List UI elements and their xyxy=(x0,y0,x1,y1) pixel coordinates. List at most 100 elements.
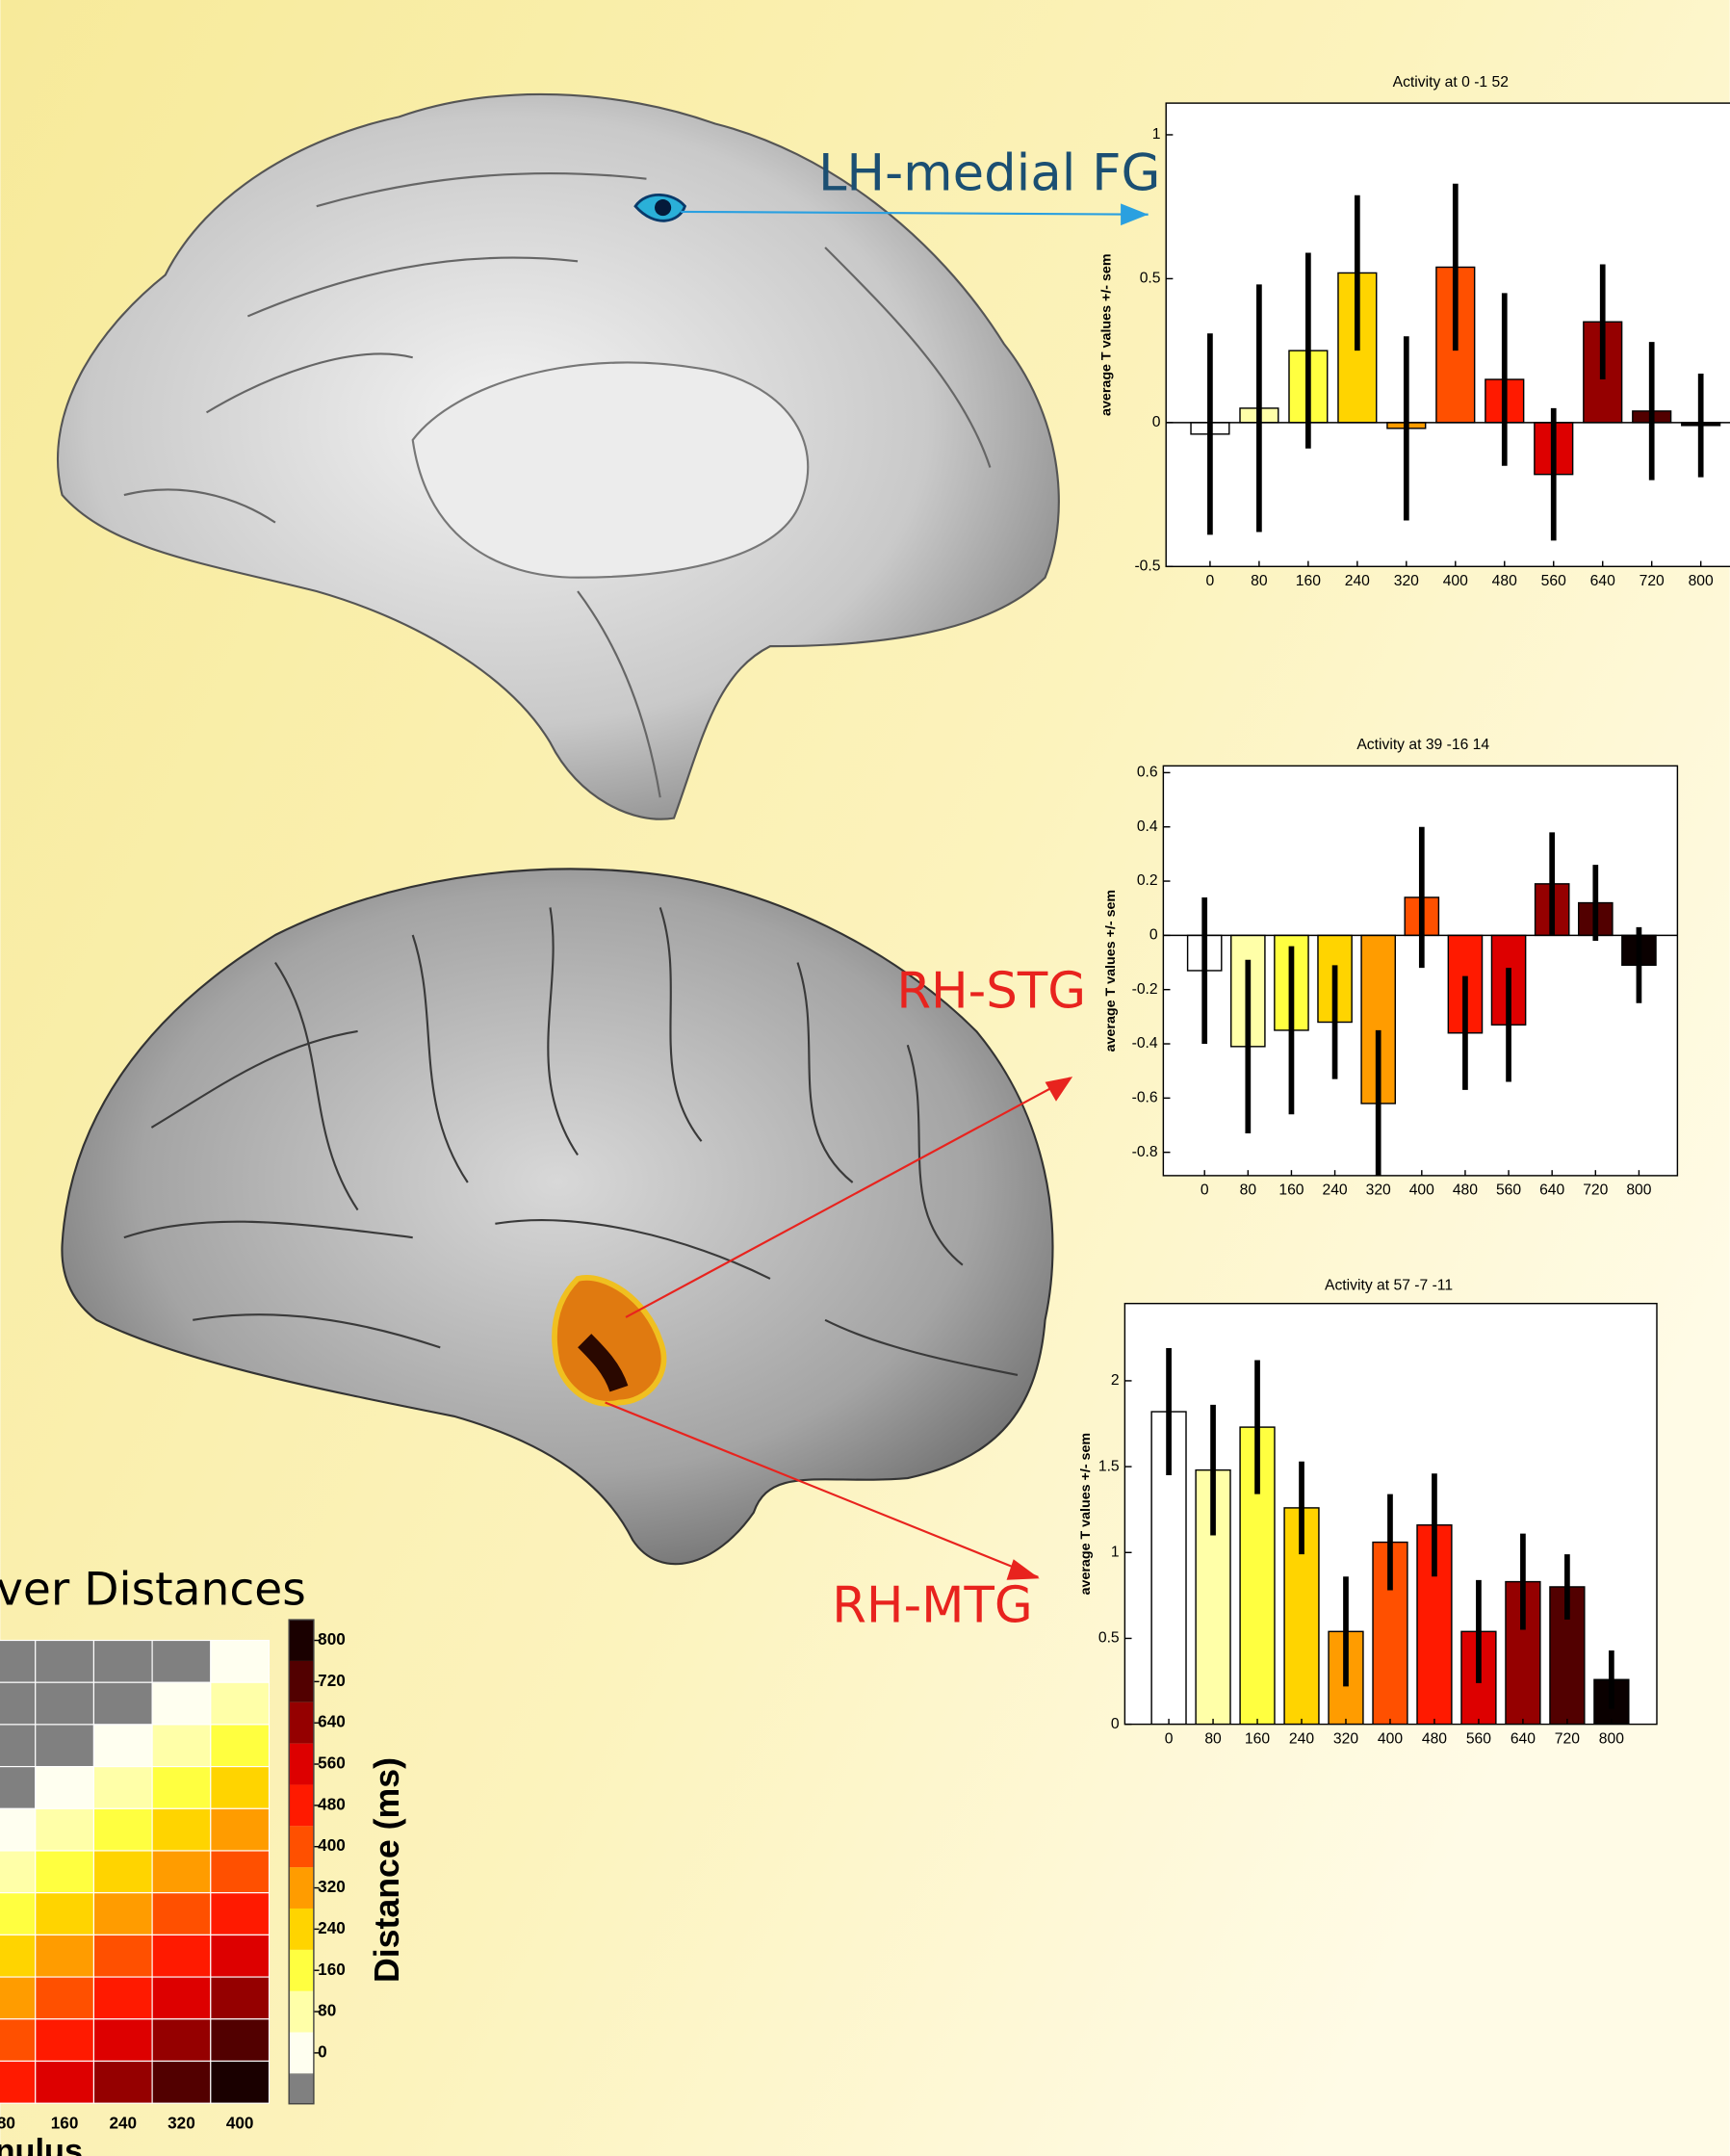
heatmap-cell xyxy=(0,2018,37,2063)
x-tick-label: 320 xyxy=(1394,573,1419,589)
annotation: LH-medial FG xyxy=(818,143,1161,202)
arrow-head xyxy=(1045,1077,1073,1102)
colorbar-tick-label: 800 xyxy=(318,1629,346,1649)
marks xyxy=(1190,183,1721,541)
x-tick-label: 640 xyxy=(1511,1730,1536,1747)
x-tick-label: 240 xyxy=(1322,1182,1347,1199)
y-tick-label: -0.8 xyxy=(1132,1144,1158,1160)
brain-medial xyxy=(57,92,1060,820)
y-axis-label: average T values +/- sem xyxy=(1078,1433,1094,1596)
x-tick-label: 640 xyxy=(1590,573,1615,589)
x-tick-label: 0 xyxy=(1206,573,1215,589)
x-tick-label: 160 xyxy=(1296,573,1321,589)
bar-chart: Activity at 57 -7 -11 average T values +/… xyxy=(1078,1277,1658,1747)
heatmap-cell xyxy=(210,1639,271,1683)
arrow xyxy=(625,1077,1071,1318)
x-tick-label: 800 xyxy=(1689,573,1714,589)
heatmap-cell xyxy=(151,1807,212,1852)
x-tick-label: 640 xyxy=(1539,1182,1564,1199)
marks xyxy=(1150,1348,1630,1725)
colorbar-tick-label: 80 xyxy=(318,2001,336,2020)
x-tick-label: 400 xyxy=(1409,1182,1434,1199)
colorbar-tick-label: 400 xyxy=(318,1835,346,1855)
missing-cell xyxy=(0,1681,37,1726)
colorbar-tick-label: 720 xyxy=(318,1671,346,1690)
x-tick-label: 800 xyxy=(1599,1730,1624,1747)
x-tick-label: 320 xyxy=(1366,1182,1391,1199)
colorbar-segment xyxy=(289,1784,314,1827)
arrow xyxy=(681,210,1149,216)
x-tick-label: 560 xyxy=(1466,1730,1491,1747)
heatmap-cell xyxy=(35,1850,95,1894)
heatmap-cell xyxy=(0,1976,37,2020)
colorbar-segment xyxy=(289,2032,314,2074)
x-tick-label: 160 xyxy=(51,2114,79,2133)
axes-box xyxy=(1165,102,1730,568)
heatmap-cell xyxy=(151,1934,212,1978)
colorbar-frame xyxy=(288,1619,315,2105)
y-tick-label: -0.6 xyxy=(1132,1089,1158,1105)
arrow-head xyxy=(1121,203,1149,226)
y-tick-label: 1 xyxy=(1111,1544,1120,1560)
axes-box xyxy=(1162,765,1679,1177)
x-tick-label: 240 xyxy=(109,2114,137,2133)
x-tick-label: 720 xyxy=(1555,1730,1580,1747)
heatmap-cell xyxy=(0,1807,37,1852)
colorbar-tick-label: 480 xyxy=(318,1794,346,1813)
x-tick-label: 720 xyxy=(1640,573,1665,589)
colorbar-tick-label: 240 xyxy=(318,1918,346,1937)
y-axis-label: average T values +/- sem xyxy=(1103,890,1119,1052)
heatmap-cell xyxy=(151,1766,212,1809)
missing-cell xyxy=(35,1724,95,1768)
chart-title: ver Distances xyxy=(0,1564,306,1617)
heatmap-cell xyxy=(0,1892,37,1935)
x-tick-label: 480 xyxy=(1453,1182,1478,1199)
heatmap-cell xyxy=(35,1892,95,1935)
heatmap-cell xyxy=(92,2060,153,2104)
heatmap-cell xyxy=(92,1934,153,1978)
heatmap-cell xyxy=(210,1934,271,1978)
colorbar-segment xyxy=(289,1949,314,1991)
y-tick-label: -0.5 xyxy=(1134,558,1160,574)
x-tick-label: 320 xyxy=(168,2114,195,2133)
heatmap-cell xyxy=(0,1934,37,1978)
annotations: LH-medial FG RH-STG RH-MTG xyxy=(605,143,1161,1635)
heatmap-cell xyxy=(210,2018,271,2063)
heatmap-cell xyxy=(210,1724,271,1768)
y-tick-label: -0.4 xyxy=(1132,1035,1158,1052)
y-tick-label: 0.5 xyxy=(1098,1630,1120,1647)
x-tick-label: 80 xyxy=(1240,1182,1257,1199)
colorbar-segment xyxy=(289,1826,314,1868)
y-tick-label: 1 xyxy=(1152,126,1161,143)
x-tick-label: 0 xyxy=(1201,1182,1209,1199)
heatmap-cell xyxy=(151,1681,212,1726)
heatmap-cell xyxy=(35,2060,95,2104)
heatmap-cell xyxy=(210,1850,271,1894)
heatmap-cell xyxy=(92,1976,153,2020)
x-tick-label: 80 xyxy=(1204,1730,1222,1747)
heatmap-cell xyxy=(151,1850,212,1894)
arrow xyxy=(605,1401,1039,1578)
heatmap-cell xyxy=(92,1892,153,1935)
heatmap-cell xyxy=(0,2060,37,2104)
marks xyxy=(1186,826,1657,1176)
brain-lateral xyxy=(61,868,1054,1566)
heatmap-cell xyxy=(151,1976,212,2020)
missing-cell xyxy=(92,1639,153,1683)
x-tick-label: 800 xyxy=(1626,1182,1651,1199)
heatmap-cell xyxy=(0,1850,37,1894)
y-tick-label: 0 xyxy=(1149,927,1158,944)
colorbar-segment xyxy=(289,1867,314,1909)
heatmap-cell xyxy=(210,2060,271,2104)
bar-chart: Activity at 39 -16 14 average T values +/… xyxy=(1103,737,1679,1199)
y-tick-label: 0.6 xyxy=(1137,765,1158,781)
chart-title: Activity at 0 -1 52 xyxy=(1393,74,1509,91)
colorbar-segment xyxy=(289,1990,314,2033)
colorbar-tick-label: 640 xyxy=(318,1712,346,1731)
heatmap-cell xyxy=(92,1850,153,1894)
bar-chart: Activity at 0 -1 52 average T values +/- … xyxy=(1099,74,1730,589)
x-tick-label: 480 xyxy=(1492,573,1517,589)
x-axis-label: nulus xyxy=(0,2133,83,2156)
arrow-head xyxy=(1006,1559,1040,1580)
